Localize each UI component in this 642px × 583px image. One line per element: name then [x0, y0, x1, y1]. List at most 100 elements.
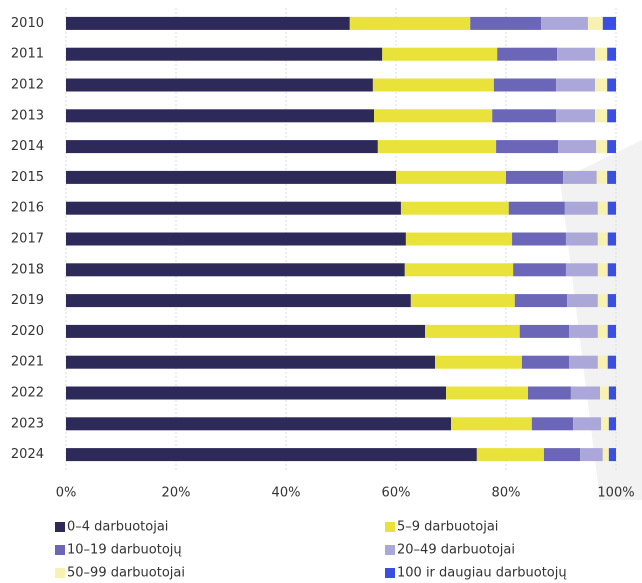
x-tick-label: 80% [492, 486, 521, 501]
bar-segment [597, 263, 608, 277]
bar-segment [66, 78, 373, 92]
bar-segment [410, 294, 515, 308]
bar-segment [558, 140, 597, 154]
bar-segment [66, 355, 436, 369]
legend-label: 20–49 darbuotojai [397, 543, 515, 558]
bar-segment [512, 232, 566, 246]
y-tick-label: 2017 [11, 232, 44, 247]
bar-segment [396, 170, 506, 184]
bar-segment [556, 78, 596, 92]
legend-swatch [385, 568, 395, 578]
bar-segment [556, 109, 596, 123]
legend-label: 50–99 darbuotojai [67, 566, 185, 581]
bar-segment [405, 232, 513, 246]
bar-segment [597, 294, 608, 308]
decoration [560, 140, 642, 500]
bar-segment [608, 417, 616, 431]
bar-segment [600, 386, 609, 400]
bar-segment [496, 140, 559, 154]
bar-segment [607, 78, 616, 92]
bar-segment [597, 232, 608, 246]
bar-segment [476, 448, 544, 462]
bar-segment [601, 417, 609, 431]
bar-segment [573, 417, 602, 431]
y-tick-label: 2023 [11, 416, 44, 431]
legend-label: 0–4 darbuotojai [67, 520, 168, 535]
bar-segment [497, 47, 558, 61]
bar-segment [587, 16, 603, 30]
bar-segment [563, 170, 597, 184]
bar-segment [595, 78, 608, 92]
bar-segment [596, 170, 608, 184]
bar-segment [66, 109, 374, 123]
bar-segment [607, 201, 616, 215]
bar-segment [595, 47, 608, 61]
legend-swatch [55, 568, 65, 578]
bar-segment [580, 448, 603, 462]
bar-segment [595, 109, 608, 123]
y-tick-label: 2022 [11, 386, 44, 401]
y-tick-label: 2016 [11, 201, 44, 216]
bar-segment [596, 140, 608, 154]
x-tick-label: 100% [597, 486, 634, 501]
y-tick-label: 2011 [11, 47, 44, 62]
bar-segment [66, 170, 396, 184]
y-tick-label: 2024 [11, 447, 44, 462]
bar-segment [541, 16, 588, 30]
bar-segment [446, 386, 528, 400]
bar-segment [608, 386, 616, 400]
bar-segment [543, 448, 581, 462]
bar-segment [569, 324, 598, 338]
bar-segment [425, 324, 520, 338]
bar-segment [508, 201, 565, 215]
bar-segment [349, 16, 471, 30]
bar-segment [607, 170, 616, 184]
bar-segment [506, 170, 564, 184]
bar-segment [66, 263, 405, 277]
bar-segment [66, 324, 426, 338]
bar-segment [557, 47, 596, 61]
y-tick-label: 2018 [11, 262, 44, 277]
bar-segment [514, 294, 568, 308]
bar-segment [66, 201, 401, 215]
bar-segment [602, 448, 609, 462]
bar-segment [602, 16, 616, 30]
bar-segment [66, 16, 350, 30]
x-tick-label: 40% [272, 486, 301, 501]
bar-segment [607, 324, 616, 338]
bar-segment [66, 294, 411, 308]
bar-segment [607, 355, 616, 369]
bar-segment [513, 263, 566, 277]
bar-segment [451, 417, 532, 431]
y-tick-label: 2019 [11, 293, 44, 308]
bar-segment [531, 417, 574, 431]
legend-swatch [55, 522, 65, 532]
y-tick-label: 2013 [11, 108, 44, 123]
bar-segment [382, 47, 498, 61]
bar-segment [521, 355, 570, 369]
bar-segment [66, 417, 451, 431]
bar-segment [607, 263, 616, 277]
bar-segment [607, 109, 616, 123]
bar-segment [569, 355, 598, 369]
bar-segment [597, 355, 608, 369]
bar-segment [607, 232, 616, 246]
bar-segment [607, 47, 616, 61]
x-tick-label: 0% [56, 486, 77, 501]
bar-segment [567, 294, 598, 308]
y-tick-label: 2015 [11, 170, 44, 185]
bar-segment [400, 201, 509, 215]
bar-segment [374, 109, 493, 123]
bar-segment [66, 47, 383, 61]
bar-segment [470, 16, 542, 30]
y-tick-label: 2010 [11, 16, 44, 31]
bar-segment [493, 78, 557, 92]
bar-segment [404, 263, 514, 277]
bar-segment [608, 448, 616, 462]
legend-label: 100 ir daugiau darbuotojų [397, 566, 567, 581]
y-tick-label: 2020 [11, 324, 44, 339]
legend-swatch [55, 545, 65, 555]
bar-segment [565, 232, 598, 246]
legend-swatch [385, 522, 395, 532]
